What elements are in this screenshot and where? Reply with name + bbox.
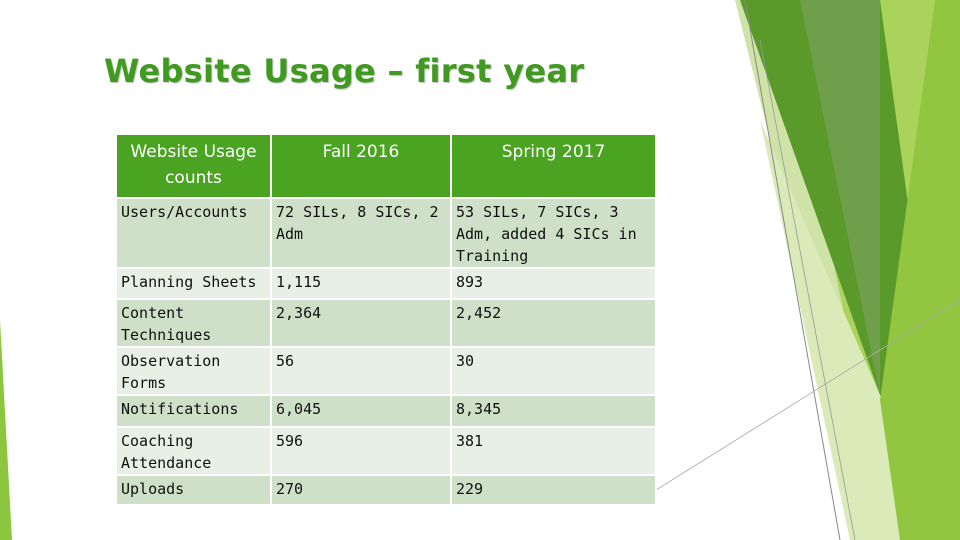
header-fall-2016: Fall 2016 <box>270 133 452 199</box>
row-label: Users/Accounts <box>115 197 272 269</box>
spring-value: 30 <box>450 346 657 396</box>
row-label: Notifications <box>115 394 272 428</box>
header-spring-2017: Spring 2017 <box>450 133 657 199</box>
deco-facet-dark <box>740 0 935 400</box>
deco-facet-bright <box>880 0 960 540</box>
slide-title: Website Usage – first year <box>104 52 585 90</box>
usage-table: Website Usage counts Fall 2016 Spring 20… <box>115 133 657 506</box>
row-label: Uploads <box>115 474 272 506</box>
table-row: Notifications 6,045 8,345 <box>115 394 657 428</box>
deco-line-2 <box>759 39 856 540</box>
deco-facet-pale <box>760 120 960 540</box>
fall-value: 56 <box>270 346 452 396</box>
fall-value: 6,045 <box>270 394 452 428</box>
table-row: Coaching Attendance 596 381 <box>115 426 657 476</box>
row-label: Planning Sheets <box>115 267 272 300</box>
table-row: Users/Accounts 72 SILs, 8 SICs, 2 Adm 53… <box>115 197 657 269</box>
deco-line-1 <box>744 0 841 540</box>
deco-line-3 <box>639 299 960 501</box>
header-usage-counts: Website Usage counts <box>115 133 272 199</box>
table-header-row: Website Usage counts Fall 2016 Spring 20… <box>115 133 657 199</box>
fall-value: 72 SILs, 8 SICs, 2 Adm <box>270 197 452 269</box>
table-row: Content Techniques 2,364 2,452 <box>115 298 657 348</box>
fall-value: 596 <box>270 426 452 476</box>
spring-value: 229 <box>450 474 657 506</box>
deco-left-sliver <box>0 320 12 540</box>
spring-value: 893 <box>450 267 657 300</box>
fall-value: 1,115 <box>270 267 452 300</box>
table-row: Observation Forms 56 30 <box>115 346 657 396</box>
table-row: Planning Sheets 1,115 893 <box>115 267 657 300</box>
spring-value: 53 SILs, 7 SICs, 3 Adm, added 4 SICs in … <box>450 197 657 269</box>
fall-value: 2,364 <box>270 298 452 348</box>
row-label: Observation Forms <box>115 346 272 396</box>
deco-facet-olive <box>800 0 880 395</box>
spring-value: 2,452 <box>450 298 657 348</box>
row-label: Content Techniques <box>115 298 272 348</box>
fall-value: 270 <box>270 474 452 506</box>
table-row: Uploads 270 229 <box>115 474 657 506</box>
spring-value: 381 <box>450 426 657 476</box>
row-label: Coaching Attendance <box>115 426 272 476</box>
spring-value: 8,345 <box>450 394 657 428</box>
